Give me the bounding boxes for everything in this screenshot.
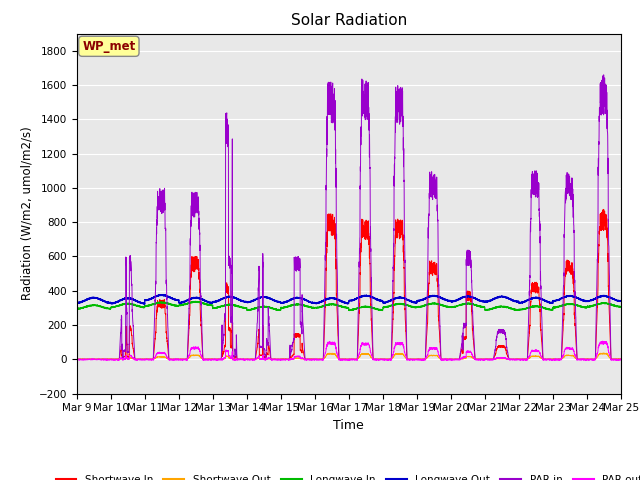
Shortwave In [525,340,532,346]
Longwave In [73,306,81,312]
Longwave Out [539,297,547,302]
Longwave In [525,305,532,311]
PAR in [186,284,193,289]
PAR out [582,357,590,363]
Longwave In [617,304,625,310]
Line: Longwave Out: Longwave Out [77,295,621,304]
Shortwave Out [498,356,506,361]
Y-axis label: Radiation (W/m2, umol/m2/s): Radiation (W/m2, umol/m2/s) [20,127,33,300]
Line: Longwave In: Longwave In [77,301,621,311]
Legend: Shortwave In, Shortwave Out, Longwave In, Longwave Out, PAR in, PAR out: Shortwave In, Shortwave Out, Longwave In… [51,471,640,480]
Shortwave In [73,357,81,362]
Longwave Out [186,296,194,302]
Longwave Out [617,298,625,304]
Shortwave Out [525,356,532,361]
PAR out [498,355,506,360]
Longwave In [378,308,386,313]
Title: Solar Radiation: Solar Radiation [291,13,407,28]
X-axis label: Time: Time [333,419,364,432]
Longwave In [539,304,547,310]
Shortwave Out [186,354,193,360]
Text: WP_met: WP_met [82,40,136,53]
Line: PAR in: PAR in [77,75,621,360]
PAR out [599,338,607,344]
PAR in [73,357,81,362]
Shortwave Out [581,357,589,362]
PAR in [617,357,625,362]
PAR in [398,111,406,117]
Shortwave In [498,343,506,348]
PAR out [369,357,377,362]
Shortwave Out [600,350,607,356]
Shortwave In [539,351,547,357]
PAR in [539,344,547,350]
Shortwave Out [369,356,377,362]
PAR out [186,351,193,357]
Shortwave Out [539,356,547,362]
Shortwave In [186,312,193,317]
Shortwave In [369,354,377,360]
Longwave Out [398,295,406,301]
Shortwave In [617,357,625,362]
PAR out [539,356,547,361]
Shortwave In [398,231,406,237]
Longwave In [192,299,200,304]
Longwave In [398,301,406,307]
Longwave In [369,305,377,311]
Shortwave Out [398,351,406,357]
PAR in [369,352,377,358]
PAR in [600,72,607,78]
PAR out [617,357,625,363]
Line: PAR out: PAR out [77,341,621,360]
Line: Shortwave Out: Shortwave Out [77,353,621,360]
PAR out [398,341,406,347]
PAR out [525,355,532,360]
PAR out [73,357,81,362]
Longwave Out [141,301,148,307]
Longwave Out [73,300,81,306]
Shortwave Out [617,356,625,362]
Shortwave In [600,206,607,212]
Longwave In [186,300,193,306]
Longwave Out [525,296,532,302]
Longwave In [499,304,506,310]
Line: Shortwave In: Shortwave In [77,209,621,360]
PAR in [498,326,506,332]
Longwave Out [499,294,506,300]
PAR in [525,315,532,321]
Longwave Out [369,294,377,300]
Longwave Out [158,292,166,298]
Shortwave Out [73,356,81,362]
